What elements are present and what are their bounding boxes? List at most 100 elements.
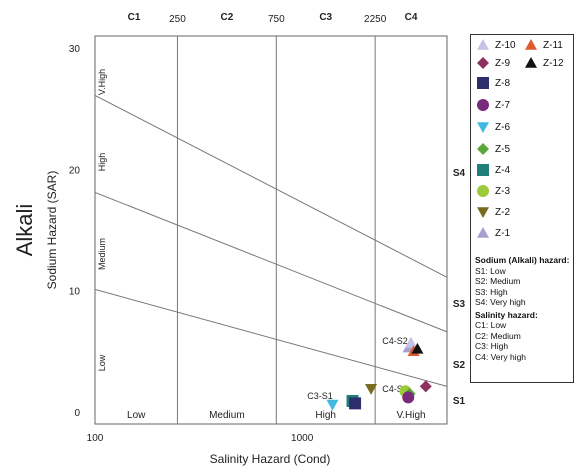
salinity-class-C1: C1 bbox=[128, 12, 141, 23]
salinity-class-bottom-3: High bbox=[315, 410, 336, 421]
salinity-hazard-heading: Salinity hazard: bbox=[475, 309, 538, 320]
y-axis-label: Sodium Hazard (SAR) bbox=[45, 171, 59, 290]
sodium-note-s4: S4: Very high bbox=[475, 297, 526, 307]
legend-item-z-6: Z-6 bbox=[475, 119, 510, 135]
sodium-boundary-2 bbox=[94, 191, 448, 333]
sodium-note-s1: S1: Low bbox=[475, 265, 506, 276]
legend-symbol-z-12 bbox=[525, 57, 537, 68]
sodium-class-S2: S2 bbox=[453, 360, 466, 371]
annotation-c4-s2: C4-S2 bbox=[382, 336, 408, 346]
legend-label-z-11: Z-11 bbox=[543, 39, 563, 51]
legend-item-z-9: Z-9 bbox=[475, 55, 510, 71]
legend-item-z-1: Z-1 bbox=[475, 225, 510, 241]
legend-symbol-z-9 bbox=[477, 57, 489, 69]
legend-marker-z-7 bbox=[477, 99, 489, 111]
sodium-class-S4: S4 bbox=[453, 168, 466, 179]
sodium-hazard-heading: Sodium (Alkali) hazard: bbox=[475, 255, 570, 265]
legend-label-z-4: Z-4 bbox=[495, 164, 510, 176]
legend-marker-z-2 bbox=[477, 207, 489, 218]
salinity-class-C2: C2 bbox=[220, 12, 233, 23]
legend-marker-z-11 bbox=[525, 39, 537, 50]
legend-label-z-5: Z-5 bbox=[495, 143, 510, 155]
salinity-class-C3: C3 bbox=[319, 12, 332, 23]
legend-item-z-3: Z-3 bbox=[475, 183, 510, 199]
legend-marker-z-10 bbox=[477, 39, 489, 50]
legend-marker-z-6 bbox=[477, 122, 489, 133]
salinity-boundary-label-2250: 2250 bbox=[364, 14, 387, 25]
sodium-boundary-1 bbox=[94, 288, 448, 387]
legend-marker-z-1 bbox=[477, 227, 489, 238]
annotation-c4-s1: C4-S1 bbox=[382, 384, 408, 394]
legend-item-z-2: Z-2 bbox=[475, 204, 510, 220]
legend-label-z-3: Z-3 bbox=[495, 185, 510, 197]
legend-item-z-5: Z-5 bbox=[475, 141, 510, 157]
sodium-class-vertical-3: High bbox=[97, 153, 107, 172]
legend-symbol-z-1 bbox=[477, 227, 489, 238]
data-point-z-6 bbox=[326, 399, 339, 411]
legend-item-z-10: Z-10 bbox=[475, 37, 516, 53]
salinity-class-bottom-4: V.High bbox=[397, 410, 426, 421]
sodium-class-vertical-4: V.High bbox=[97, 69, 107, 95]
salinity-boundary-label-250: 250 bbox=[169, 14, 186, 25]
legend-symbol-z-11 bbox=[525, 39, 537, 50]
legend-marker-z-8 bbox=[477, 77, 489, 89]
legend-symbol-z-10 bbox=[477, 39, 489, 50]
sodium-note-s3: S3: High bbox=[475, 286, 508, 297]
legend-symbol-z-4 bbox=[477, 164, 489, 176]
legend-item-z-12: Z-12 bbox=[523, 55, 564, 71]
salinity-note-c4: C4: Very high bbox=[475, 351, 527, 362]
y-tick-label-0: 0 bbox=[74, 408, 80, 419]
sodium-class-vertical-2: Medium bbox=[97, 238, 107, 270]
sodium-class-S3: S3 bbox=[453, 299, 466, 310]
legend-label-z-7: Z-7 bbox=[495, 99, 510, 111]
x-tick-label-100: 100 bbox=[87, 433, 104, 444]
data-point-z-10 bbox=[404, 336, 417, 348]
legend-item-z-8: Z-8 bbox=[475, 75, 510, 91]
legend: Z-10 Z-11 Z-9 Z-12 Z-8 Z-7 Z-6 Z-5 Z-4 Z-3 Z-2 Z-1 … bbox=[470, 34, 574, 383]
data-point-z-2 bbox=[365, 384, 378, 395]
data-point-z-7 bbox=[402, 391, 415, 404]
legend-marker-z-5 bbox=[477, 143, 489, 155]
x-axis-label: Salinity Hazard (Cond) bbox=[210, 452, 331, 466]
sodium-note-s2: S2: Medium bbox=[475, 276, 521, 286]
legend-label-z-12: Z-12 bbox=[543, 57, 564, 69]
sodium-class-S1: S1 bbox=[453, 396, 466, 407]
data-point-z-9 bbox=[419, 380, 432, 393]
legend-marker-z-4 bbox=[477, 164, 489, 176]
legend-label-z-1: Z-1 bbox=[495, 227, 510, 239]
data-point-z-8 bbox=[349, 397, 362, 410]
sodium-boundary-3 bbox=[94, 94, 448, 278]
legend-notes: Sodium (Alkali) hazard: S1: Low S2: Medi… bbox=[475, 255, 573, 362]
plot-frame bbox=[94, 35, 448, 425]
y-tick-label-30: 30 bbox=[69, 44, 81, 55]
legend-marker-z-3 bbox=[477, 185, 489, 197]
legend-symbol-z-7 bbox=[477, 99, 489, 111]
annotation-c3-s1: C3-S1 bbox=[307, 391, 333, 401]
salinity-class-bottom-2: Medium bbox=[209, 410, 245, 421]
salinity-class-bottom-1: Low bbox=[127, 410, 146, 421]
salinity-note-c1: C1: Low bbox=[475, 320, 507, 330]
legend-label-z-8: Z-8 bbox=[495, 77, 510, 89]
salinity-boundary-label-750: 750 bbox=[268, 14, 285, 25]
salinity-class-C4: C4 bbox=[405, 12, 418, 23]
legend-label-z-6: Z-6 bbox=[495, 121, 510, 133]
salinity-note-c3: C3: High bbox=[475, 341, 509, 351]
chart-title: Alkali bbox=[12, 204, 37, 257]
y-tick-label-10: 10 bbox=[69, 287, 81, 298]
legend-label-z-2: Z-2 bbox=[495, 206, 510, 218]
legend-item-z-11: Z-11 bbox=[523, 37, 563, 53]
data-point-z-12 bbox=[411, 342, 424, 354]
legend-item-z-4: Z-4 bbox=[475, 162, 510, 178]
salinity-note-c2: C2: Medium bbox=[475, 330, 521, 341]
legend-symbol-z-8 bbox=[477, 77, 489, 89]
sodium-class-vertical-1: Low bbox=[97, 354, 107, 371]
legend-symbol-z-3 bbox=[477, 185, 489, 197]
legend-symbol-z-6 bbox=[477, 122, 489, 133]
legend-marker-z-12 bbox=[525, 57, 537, 68]
legend-marker-z-9 bbox=[477, 57, 489, 69]
legend-label-z-10: Z-10 bbox=[495, 39, 516, 51]
legend-symbol-z-2 bbox=[477, 207, 489, 218]
legend-label-z-9: Z-9 bbox=[495, 57, 510, 69]
legend-symbol-z-5 bbox=[477, 143, 489, 155]
